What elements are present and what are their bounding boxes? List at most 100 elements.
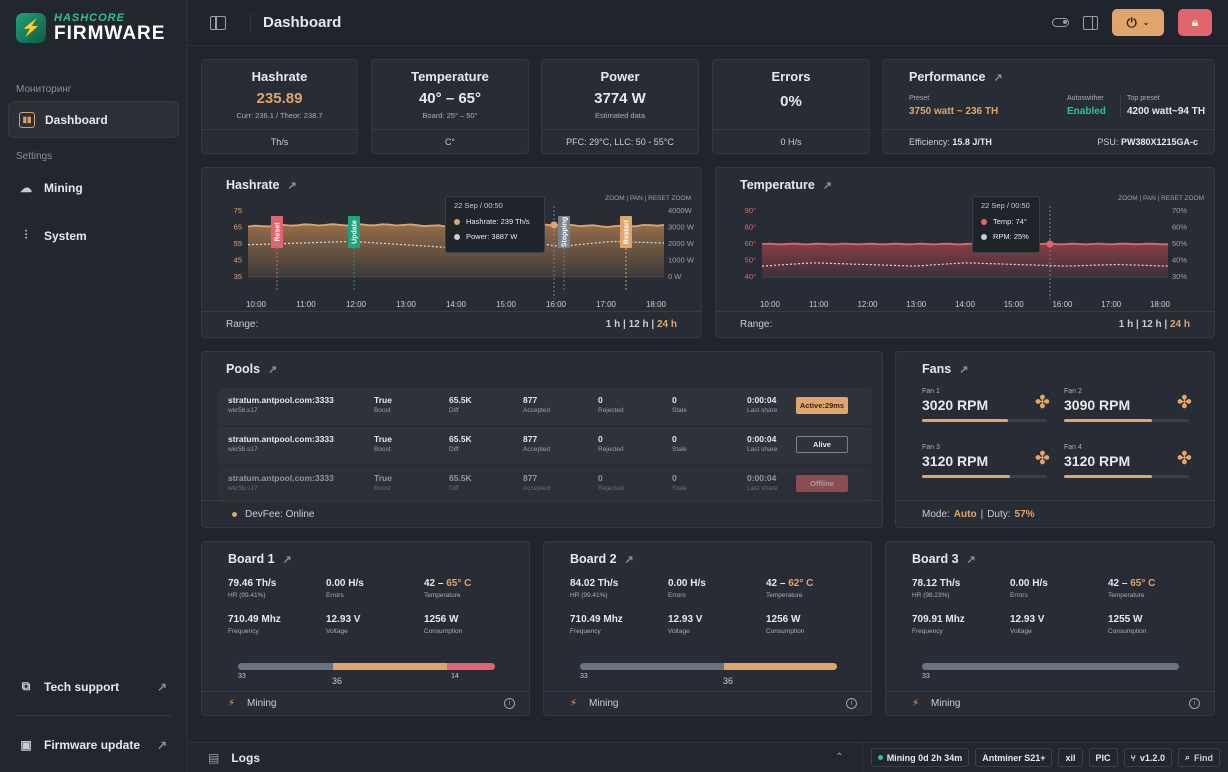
range-24h[interactable]: 24 h [1169,319,1190,330]
x-tick: 15:00 [1004,300,1025,309]
chart-zoom-controls[interactable]: ZOOM | PAN | RESET ZOOM [605,195,691,202]
board-stat: 79.46 Th/s HR (99.41%) [228,578,276,599]
status-pills: Mining 0d 2h 34m Antminer S21+ xil PIC ⑂… [861,742,1228,772]
panel-layout-icon[interactable] [1083,15,1098,30]
chart-zoom-controls[interactable]: ZOOM | PAN | RESET ZOOM [1118,195,1204,202]
pool-accepted: 877 [523,434,538,444]
tooltip-temp: Temp: 74° [993,217,1027,226]
range-12h[interactable]: 12 h [1141,319,1162,330]
event-marker[interactable] [620,216,632,248]
pool-row[interactable]: stratum.antpool.com:3333 wkr5b.s17 True Boo… [218,388,872,425]
range-24h[interactable]: 24 h [656,319,677,330]
find-button[interactable]: ⌕ Find [1177,748,1220,767]
fans-header[interactable]: Fans ↗ [922,362,968,376]
efficiency-value: 15.8 J/TH [952,136,992,147]
sidebar-item-dashboard[interactable]: ▮▮ Dashboard [8,101,179,138]
logo-bottom-text: FIRMWARE [54,23,166,44]
lock-button[interactable]: 🔒︎ [1178,9,1212,36]
hashrate-chart-title: Hashrate [226,178,280,192]
y-tick-left: 35 [234,272,242,281]
board-card: Board 2 ↗ 84.02 Th/s HR (99.41%) 0.00 H/s Err… [543,541,872,716]
pool-stale-label: Stale [672,485,687,492]
theme-toggle-icon[interactable] [1052,18,1069,27]
series-line-temp [761,242,1169,246]
section-monitoring: Мониторинг [16,84,72,95]
logs-bar[interactable]: ▤ Logs ⌃ Mining 0d 2h 34m Antminer S21+ … [188,742,1228,772]
chip-bar-label: 33 [580,673,588,680]
pool-accepted-cell: 877 Accepted [523,395,550,414]
sidebar-toggle-icon[interactable] [210,15,226,30]
tooltip-date: 22 Sep / 00:50 [454,201,503,210]
pool-accepted-label: Accepted [523,407,551,414]
board-errors_label: Errors [326,592,344,599]
chevron-up-icon[interactable]: ⌃ [835,752,844,763]
pool-stale-cell: 0 Stale [672,395,687,414]
board-header[interactable]: Board 2 ↗ [570,552,634,566]
x-tick: 10:00 [760,300,781,309]
sidebar-item-system[interactable]: ⫶ System [8,217,179,254]
pool-row[interactable]: stratum.antpool.com:3333 wkr5b.s17 True Boo… [218,427,872,464]
board-header[interactable]: Board 3 ↗ [912,552,976,566]
pools-header[interactable]: Pools ↗ [226,362,277,376]
event-marker[interactable] [348,216,360,248]
sidebar-item-label: Firmware update [44,737,141,752]
board-status: Mining [589,698,619,709]
errors-stat-card: Errors 0% 0 H/s [712,59,870,154]
board-chip-bar [580,663,837,670]
sidebar-item-tech-support[interactable]: ⧉ Tech support ↗ [8,668,179,705]
range-12h[interactable]: 12 h [628,319,649,330]
info-icon[interactable]: i [1189,698,1200,709]
board-stat: 1255 W Consumption [1108,614,1146,635]
hashrate-chart-header[interactable]: Hashrate ↗ [226,178,297,192]
hashrate-value: 235.89 [256,90,303,107]
board-volt: 12.93 V [326,614,361,625]
range-label: Range: [226,319,259,330]
info-icon[interactable]: i [504,698,515,709]
board-cons_label: Consumption [1108,628,1147,635]
psu-value: PW380X1215GA-c [1120,136,1198,147]
mode-label: Mode: [922,508,950,520]
y-tick-right: 3000 W [668,223,695,232]
info-icon[interactable]: i [846,698,857,709]
sidebar: ⚡ HASHCORE FIRMWARE Мониторинг ▮▮ Dashbo… [0,0,188,772]
version-pill[interactable]: ⑂ v1.2.0 [1123,748,1172,767]
sidebar-item-firmware-update[interactable]: ▣ Firmware update ↗ [8,726,179,763]
autoswitcher-value[interactable]: Enabled [1067,106,1106,117]
area-fill [762,243,1168,277]
range-bar: Range: 1 h | 12 h | 24 h [202,311,701,337]
board-header[interactable]: Board 1 ↗ [228,552,292,566]
separator: | [980,508,984,520]
sidebar-item-mining[interactable]: ☁ Mining [8,169,179,206]
sliders-icon: ⫶ [24,228,28,242]
fan-icon: ✤ [1176,448,1192,468]
temperature-chart-header[interactable]: Temperature ↗ [740,178,832,192]
power-menu-button[interactable]: ⏻ ⌄ [1112,9,1164,36]
event-marker[interactable] [271,216,283,248]
mining-icon: ☁ [20,180,32,195]
chart-tooltip: 22 Sep / 00:50 Hashrate: 239 Th/s Power:… [445,196,545,253]
y-tick-left: 40° [745,272,756,281]
logo[interactable]: ⚡ HASHCORE FIRMWARE [16,13,165,43]
fan-3: Fan 3 3120 RPM ✤ [922,444,1050,478]
branch-icon: ⑂ [1130,752,1136,763]
pool-accepted: 877 [523,473,538,483]
pool-row[interactable]: stratum.antpool.com:3333 wkr5b.s17 True Boo… [218,466,872,503]
range-1h[interactable]: 1 h [605,319,621,330]
event-marker[interactable] [558,216,570,248]
board-errors_label: Errors [668,592,686,599]
performance-header[interactable]: Performance ↗ [909,70,1003,84]
board-title: Board 2 [570,552,617,566]
lock-icon: 🔒︎ [1191,15,1199,29]
power-value: 3774 W [594,90,646,107]
range-1h[interactable]: 1 h [1118,319,1134,330]
pool-rejected-label: Rejected [598,407,624,414]
board-stat: 0.00 H/s Errors [326,578,364,599]
fan-4: Fan 4 3120 RPM ✤ [1064,444,1192,478]
board-chip-bar [922,663,1179,670]
pools-card: Pools ↗ stratum.antpool.com:3333 wkr5b.s1… [201,351,883,528]
mode-value[interactable]: Auto [953,508,977,520]
fan-label: Fan 2 [1064,388,1082,395]
board-temp-high: 62° C [788,578,814,589]
temperature-chart[interactable]: 90° 80° 60° 50° 40° 70% 60% 50% 40% 30% 10:00 11:00… [716,192,1215,312]
external-link-icon: ↗ [993,71,1003,84]
